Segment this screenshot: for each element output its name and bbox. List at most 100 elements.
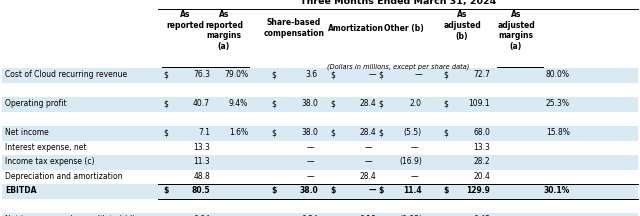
Text: $: $ [443, 186, 449, 195]
Text: —: — [306, 172, 314, 181]
Bar [2, 68, 638, 83]
Text: 20.4: 20.4 [473, 172, 490, 181]
Text: 13.3: 13.3 [193, 143, 210, 152]
Text: —: — [364, 143, 372, 152]
Text: 109.1: 109.1 [468, 99, 490, 108]
Text: —: — [410, 143, 418, 152]
Text: 68.0: 68.0 [473, 128, 490, 137]
Text: —: — [306, 157, 314, 166]
Bar [2, 111, 638, 126]
Text: $: $ [163, 128, 168, 137]
Text: 28.4: 28.4 [359, 128, 376, 137]
Text: As
adjusted
margins
(a): As adjusted margins (a) [497, 10, 535, 51]
Text: $: $ [330, 186, 335, 195]
Text: $: $ [443, 128, 448, 137]
Text: 0.04: 0.04 [193, 215, 210, 216]
Text: 30.1%: 30.1% [544, 186, 570, 195]
Text: $: $ [163, 215, 168, 216]
Text: $: $ [163, 186, 168, 195]
Text: —: — [364, 157, 372, 166]
Text: (Dollars in millions, except per share data): (Dollars in millions, except per share d… [327, 63, 469, 70]
Text: As
reported
margins
(a): As reported margins (a) [205, 10, 243, 51]
Text: 15.8%: 15.8% [546, 128, 570, 137]
Text: $: $ [330, 215, 335, 216]
Text: 25.3%: 25.3% [546, 99, 570, 108]
Text: $: $ [378, 215, 383, 216]
Text: $: $ [378, 99, 383, 108]
Text: Income tax expense (c): Income tax expense (c) [5, 157, 95, 166]
Text: (0.03): (0.03) [399, 215, 422, 216]
Text: (16.9): (16.9) [399, 157, 422, 166]
Text: —: — [410, 172, 418, 181]
Text: 38.0: 38.0 [300, 186, 318, 195]
Text: 28.4: 28.4 [359, 172, 376, 181]
Text: —: — [369, 70, 376, 79]
Bar [2, 170, 638, 184]
Text: $: $ [271, 99, 276, 108]
Text: 28.4: 28.4 [359, 99, 376, 108]
Text: Cost of Cloud recurring revenue: Cost of Cloud recurring revenue [5, 70, 127, 79]
Text: 80.5: 80.5 [191, 186, 210, 195]
Text: EBITDA: EBITDA [5, 186, 36, 195]
Text: 76.3: 76.3 [193, 70, 210, 79]
Text: —: — [414, 70, 422, 79]
Text: 38.0: 38.0 [301, 99, 318, 108]
Text: $: $ [443, 70, 448, 79]
Text: 2.0: 2.0 [410, 99, 422, 108]
Text: 80.0%: 80.0% [546, 70, 570, 79]
Text: $: $ [378, 128, 383, 137]
Text: $: $ [378, 70, 383, 79]
Text: 0.43: 0.43 [473, 215, 490, 216]
Text: $: $ [330, 99, 335, 108]
Text: Other (b): Other (b) [384, 24, 424, 33]
Text: —: — [369, 186, 376, 195]
Text: $: $ [378, 186, 383, 195]
Text: (5.5): (5.5) [404, 128, 422, 137]
Text: 1.6%: 1.6% [229, 128, 248, 137]
Text: Interest expense, net: Interest expense, net [5, 143, 86, 152]
Text: Depreciation and amortization: Depreciation and amortization [5, 172, 122, 181]
Bar [2, 155, 638, 170]
Text: 9.4%: 9.4% [228, 99, 248, 108]
Text: 48.8: 48.8 [193, 172, 210, 181]
Text: $: $ [330, 128, 335, 137]
Text: Amortization: Amortization [328, 24, 384, 33]
Text: 72.7: 72.7 [473, 70, 490, 79]
Text: $: $ [163, 70, 168, 79]
Text: 11.4: 11.4 [403, 186, 422, 195]
Text: $: $ [163, 99, 168, 108]
Text: Net income: Net income [5, 128, 49, 137]
Bar [2, 213, 638, 216]
Text: 79.0%: 79.0% [224, 70, 248, 79]
Text: 0.18: 0.18 [359, 215, 376, 216]
Text: 38.0: 38.0 [301, 128, 318, 137]
Text: —: — [306, 143, 314, 152]
Bar [2, 97, 638, 111]
Text: $: $ [271, 70, 276, 79]
Text: 3.6: 3.6 [306, 70, 318, 79]
Text: $: $ [443, 215, 448, 216]
Text: $: $ [271, 128, 276, 137]
Text: $: $ [271, 186, 276, 195]
Bar [2, 83, 638, 97]
Bar [2, 140, 638, 155]
Text: $: $ [330, 70, 335, 79]
Text: 7.1: 7.1 [198, 128, 210, 137]
Text: As
adjusted
(b): As adjusted (b) [443, 10, 481, 41]
Text: 40.7: 40.7 [193, 99, 210, 108]
Text: $: $ [443, 99, 448, 108]
Text: 11.3: 11.3 [193, 157, 210, 166]
Text: Net income per share - diluted (d): Net income per share - diluted (d) [5, 215, 135, 216]
Text: Share-based
compensation: Share-based compensation [264, 18, 324, 38]
Text: 0.24: 0.24 [301, 215, 318, 216]
Bar [2, 126, 638, 140]
Text: 28.2: 28.2 [474, 157, 490, 166]
Bar [2, 184, 638, 199]
Text: Three Months Ended March 31, 2024: Three Months Ended March 31, 2024 [300, 0, 496, 6]
Text: Operating profit: Operating profit [5, 99, 67, 108]
Text: $: $ [271, 215, 276, 216]
Bar [2, 199, 638, 213]
Text: As
reported: As reported [166, 10, 204, 30]
Text: 129.9: 129.9 [466, 186, 490, 195]
Text: 13.3: 13.3 [473, 143, 490, 152]
